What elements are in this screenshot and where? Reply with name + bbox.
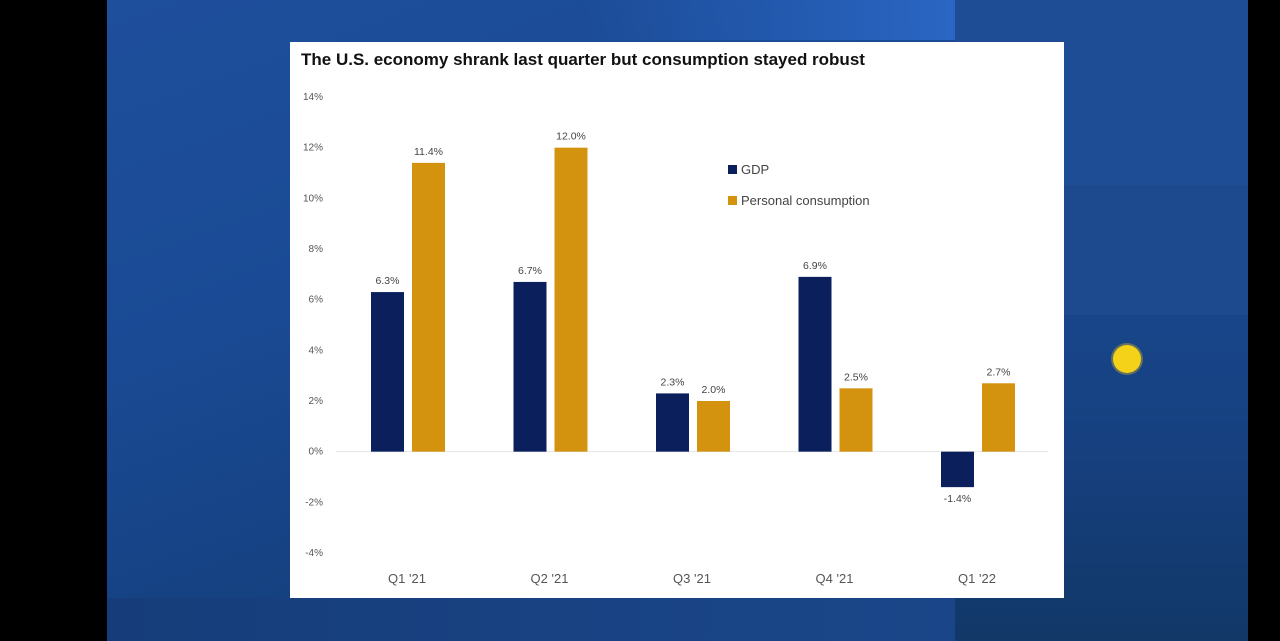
data-label: 6.7%: [518, 265, 542, 277]
data-label: -1.4%: [944, 493, 971, 505]
y-tick-label: 12%: [303, 143, 323, 154]
bar-consumption: [697, 401, 730, 452]
x-tick-label: Q3 '21: [673, 571, 711, 586]
background-bottom-strip: [107, 598, 955, 641]
background-glow: [587, 0, 955, 40]
data-label: 12.0%: [556, 131, 586, 143]
data-label: 11.4%: [414, 146, 443, 158]
y-tick-label: 8%: [309, 244, 324, 255]
bar-consumption: [839, 388, 873, 452]
legend-label: GDP: [741, 162, 769, 177]
y-tick-label: 10%: [303, 193, 323, 204]
data-label: 2.5%: [844, 371, 868, 383]
data-label: 2.3%: [661, 376, 685, 388]
bar-gdp: [941, 451, 974, 488]
bar-gdp: [798, 276, 832, 452]
bar-chart: 14% 12% 10% 8% 6% 4% 2% 0% -2% -4% 6.3% 11.4% Q1 '21…: [303, 92, 1048, 586]
y-tick-label: 0%: [309, 447, 324, 458]
y-tick-label: 4%: [309, 345, 324, 356]
pointer-highlight-icon: [1113, 345, 1141, 373]
x-tick-label: Q2 '21: [531, 571, 569, 586]
legend-swatch: [728, 165, 737, 174]
bar-gdp: [513, 281, 547, 452]
chart-card: The U.S. economy shrank last quarter but…: [290, 42, 1064, 598]
x-tick-label: Q1 '22: [958, 571, 996, 586]
legend-label: Personal consumption: [741, 193, 870, 208]
y-tick-label: -2%: [305, 497, 323, 508]
y-tick-label: -4%: [305, 548, 323, 559]
data-label: 6.9%: [803, 260, 827, 272]
y-tick-label: 6%: [309, 295, 324, 306]
bar-consumption: [554, 147, 588, 452]
y-tick-label: 2%: [309, 396, 324, 407]
data-label: 6.3%: [376, 275, 400, 287]
bar-gdp: [656, 393, 689, 452]
bar-consumption: [982, 383, 1015, 452]
legend-swatch: [728, 196, 737, 205]
x-tick-label: Q4 '21: [816, 571, 854, 586]
data-label: 2.7%: [987, 366, 1011, 378]
x-tick-label: Q1 '21: [388, 571, 426, 586]
bar-consumption: [412, 162, 445, 452]
y-tick-label: 14%: [303, 92, 323, 103]
chart-title: The U.S. economy shrank last quarter but…: [301, 50, 865, 69]
data-label: 2.0%: [702, 384, 726, 396]
bar-gdp: [371, 292, 404, 452]
